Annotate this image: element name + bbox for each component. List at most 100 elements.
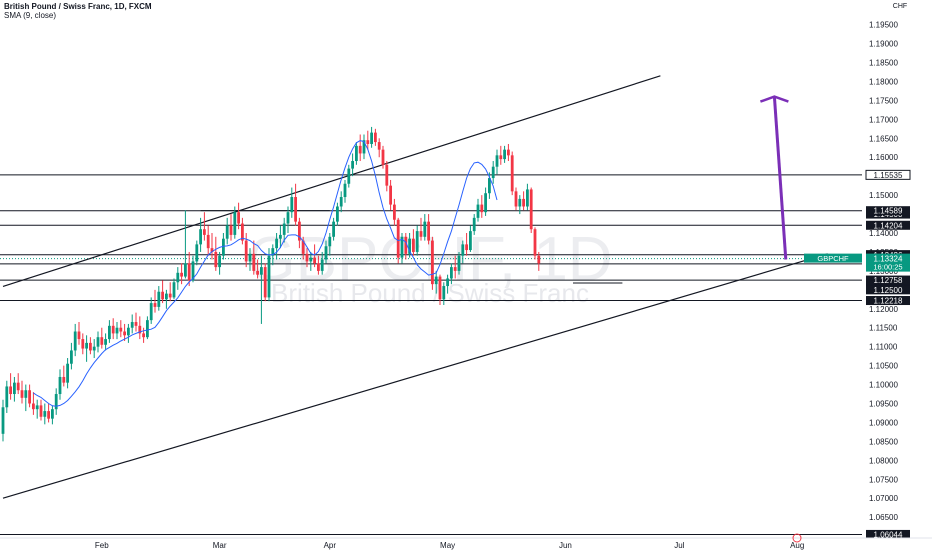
candle [123, 323, 126, 341]
candle [199, 217, 202, 252]
candle [161, 280, 164, 304]
candle [347, 164, 351, 188]
secondary-label: 1.12500 [874, 286, 903, 295]
candle [404, 233, 408, 260]
candle-body [16, 382, 20, 391]
candle-body [271, 248, 275, 256]
candle-body [203, 229, 206, 235]
candle-body [423, 221, 427, 237]
candle [47, 403, 50, 423]
price-tick-label: 1.10000 [869, 381, 898, 390]
candle [503, 145, 506, 163]
candle [423, 214, 427, 241]
symbol-badge: GBPCHF [817, 254, 849, 263]
candle-body [146, 320, 149, 338]
candle [85, 335, 88, 362]
candle [415, 225, 419, 256]
candle [453, 255, 457, 279]
candle [279, 225, 282, 249]
candle [43, 403, 47, 425]
candle-body [396, 219, 400, 258]
level-label-bg [866, 275, 910, 285]
candle-body [324, 246, 328, 260]
candle [77, 322, 81, 345]
channel-lines [2, 75, 828, 499]
candle-body [66, 363, 69, 383]
candle [518, 195, 522, 215]
candle [438, 274, 442, 305]
candle [229, 214, 233, 241]
indicator-label[interactable]: SMA (9, close) [4, 11, 57, 20]
arrow-shaft [772, 96, 788, 260]
candle-body [343, 183, 347, 198]
candle [370, 126, 373, 148]
candle-body [313, 257, 316, 264]
price-tick-label: 1.17000 [869, 115, 898, 124]
candle [157, 286, 161, 311]
candle-body [96, 337, 100, 347]
candle-body [54, 394, 58, 410]
candle-body [214, 251, 218, 268]
candle [92, 339, 96, 359]
price-tick-label: 1.14000 [869, 229, 898, 238]
candle [328, 233, 332, 256]
candle [507, 143, 510, 162]
level-label: 1.06044 [874, 530, 903, 539]
candle [332, 217, 335, 241]
candle [81, 333, 85, 355]
price-axis-bg [862, 0, 932, 550]
candle [431, 236, 434, 290]
candle-body [233, 212, 237, 235]
candle-body [412, 238, 415, 252]
candle-body [62, 376, 66, 383]
level-label: 1.14204 [874, 221, 903, 230]
candle-body [362, 140, 366, 154]
event-marker-icon[interactable] [792, 533, 802, 543]
candle-body [461, 244, 465, 256]
candle-body [138, 325, 142, 334]
current-price-bg [866, 253, 910, 272]
candle-body [533, 229, 537, 256]
candle-body [355, 145, 358, 162]
price-tick-label: 1.15000 [869, 191, 898, 200]
candle [9, 373, 12, 400]
candle-body [419, 231, 423, 237]
symbol-title[interactable]: British Pound / Swiss Franc, 1D, FXCM [4, 2, 152, 11]
projection-arrow [759, 95, 789, 260]
price-tick-label: 1.08500 [869, 437, 898, 446]
candle-body [339, 197, 343, 207]
candle [206, 225, 210, 256]
candle [377, 138, 381, 158]
price-tick-label: 1.07000 [869, 494, 898, 503]
candle-body [32, 403, 35, 410]
candle [115, 322, 119, 340]
candle [89, 337, 92, 355]
candle-body [374, 132, 377, 143]
candle [427, 214, 430, 245]
candle-body [77, 331, 81, 340]
price-tick-label: 1.12000 [869, 305, 898, 314]
candle-body [115, 327, 119, 334]
candle-body [381, 149, 385, 165]
candle-body [229, 225, 233, 235]
candle [446, 274, 449, 294]
candle [267, 248, 271, 302]
candle-body [320, 259, 324, 271]
candle [153, 289, 157, 313]
price-axis[interactable]: CHF 1.19500 1.19000 1.18500 1.18000 1.17500 1.… [804, 0, 932, 550]
candle [465, 233, 468, 256]
candle-body [415, 231, 419, 252]
time-axis[interactable]: Feb Mar Apr May Jun Jul Aug [0, 533, 932, 550]
candle [138, 316, 142, 340]
candle [16, 373, 20, 395]
candle [225, 217, 229, 245]
candle [187, 251, 191, 287]
candle [385, 161, 389, 192]
candle [529, 187, 533, 234]
candle [100, 327, 104, 349]
candle [320, 251, 324, 275]
candle-body [58, 376, 62, 395]
candle [180, 263, 183, 285]
candle-body [210, 248, 214, 252]
